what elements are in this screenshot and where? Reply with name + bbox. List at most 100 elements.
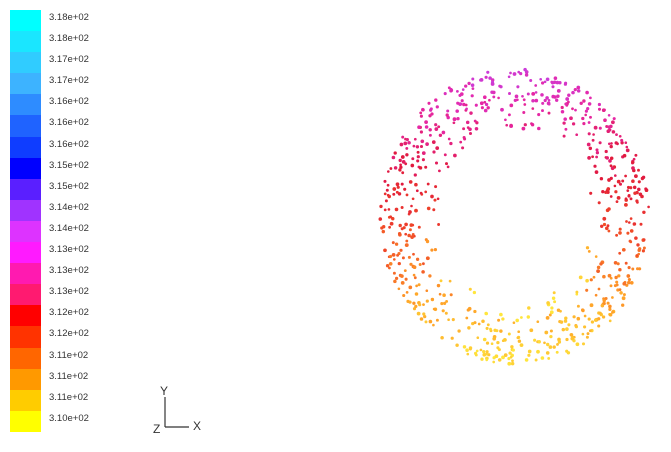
colorbar-swatch [10,389,41,411]
particle-point [416,150,420,154]
particle-point [621,247,626,252]
particle-point [637,252,641,256]
colorbar-tick-label: 3.15e+02 [49,159,89,171]
particle-point [385,188,389,192]
particle-point [388,261,393,266]
particle-point [399,248,403,252]
particle-point [607,229,611,233]
particle-point [509,355,513,359]
particle-point [592,275,596,279]
particle-point [607,142,611,146]
particle-point [594,293,598,297]
particle-point [609,144,613,149]
particle-point [642,246,646,250]
particle-point [504,118,507,122]
particle-point [438,292,442,296]
particle-point [422,262,425,266]
colorbar-tick-label: 3.13e+02 [49,265,89,277]
particle-point [523,123,527,127]
particle-point [616,196,621,200]
particle-point [508,351,512,355]
particle-point [499,329,503,333]
particle-point [602,298,606,303]
particle-point [638,192,643,197]
particle-point [536,349,540,354]
particle-point [445,299,449,303]
particle-point [541,101,545,105]
particle-point [621,179,625,183]
colorbar-swatch [10,410,41,432]
particle-point [419,130,423,134]
particle-point [404,162,408,166]
particle-point [606,187,611,191]
particle-point [457,329,461,333]
colorbar-legend: 3.18e+02 3.18e+02 3.17e+02 3.17e+02 3.16e+02… [10,10,150,432]
particle-point [441,130,446,135]
particle-point [391,217,395,221]
particle-point [575,290,579,294]
particle-point [419,317,424,321]
particle-point [396,185,400,189]
particle-point [479,348,483,352]
particle-point [408,180,413,184]
particle-point [509,123,513,128]
particle-point [591,138,595,142]
particle-point [611,296,614,299]
particle-point [503,353,508,357]
particle-point [410,204,413,208]
particle-point [400,281,405,285]
particle-point [462,135,466,140]
particle-point [430,297,435,302]
particle-point [618,288,622,292]
colorbar-swatch [10,305,41,327]
particle-point [618,227,622,231]
particle-point [546,101,551,106]
particle-point [576,316,581,321]
colorbar-swatch [10,31,41,53]
particle-point [393,166,398,170]
colorbar-row: 3.11e+02 [10,368,150,390]
particle-point [622,153,627,158]
particle-point [562,121,566,125]
particle-point [425,239,430,244]
colorbar-tick-label: 3.16e+02 [49,96,89,108]
particle-point [387,208,391,211]
particle-point [415,189,419,193]
colorbar-row: 3.13e+02 [10,263,150,285]
particle-point [619,291,623,295]
particle-point [409,262,413,266]
particle-point [642,210,646,215]
particle-point [606,301,610,305]
particle-point [474,127,479,131]
particle-point [608,307,612,312]
particle-point [392,192,396,196]
particle-point [545,316,550,320]
particle-point [637,168,640,172]
particle-point [428,133,432,137]
particle-point [633,191,637,195]
particle-point [423,314,427,319]
particle-point [501,339,505,343]
particle-point [488,76,492,80]
particle-point [601,190,605,194]
particle-point [479,78,484,82]
particle-point [552,291,556,295]
particle-point [626,231,630,235]
particle-point [632,185,637,190]
colorbar-swatch [10,136,41,158]
particle-point [414,304,418,309]
particle-point [635,254,639,257]
particle-point [612,117,616,121]
particle-point [494,354,499,359]
particle-point [464,103,468,107]
particle-point [438,133,443,137]
particle-point [462,127,466,131]
particle-point [607,207,611,211]
particle-point [578,275,583,280]
particle-point [631,267,635,271]
particle-point [588,329,592,333]
particle-point [602,274,606,279]
particle-point [387,194,392,199]
particle-point [452,121,456,125]
colorbar-swatch [10,326,41,348]
